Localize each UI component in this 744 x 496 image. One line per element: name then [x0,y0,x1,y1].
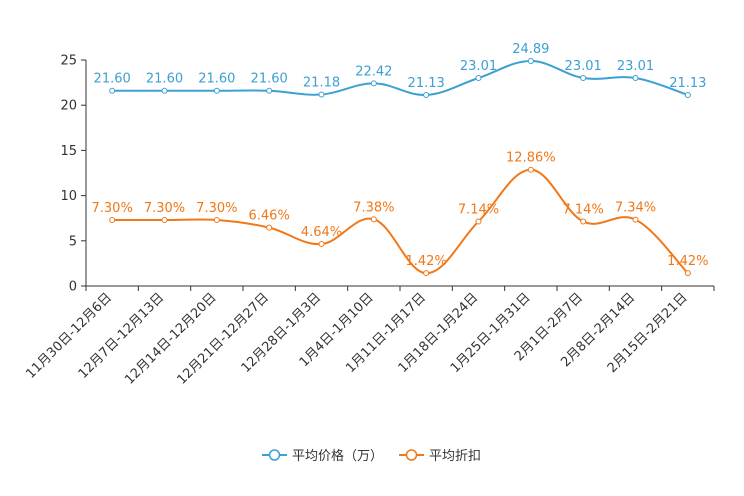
y-tick-label: 20 [60,99,77,114]
series-1-data-label: 21.60 [251,72,288,87]
series-2-data-label: 7.14% [563,202,604,217]
series-2-point[interactable] [527,166,534,173]
series-1-data-label: 23.01 [617,59,654,74]
x-tick-label: 12月14日-12月20日 [122,290,219,387]
series-layer [109,57,691,277]
series-2-point[interactable] [109,217,116,224]
series-1-data-label: 21.13 [408,76,445,91]
series-1-data-label: 22.42 [355,64,392,79]
legend: 平均价格（万） 平均折扣 [262,448,481,464]
series-1-point[interactable] [213,87,220,94]
series-1-point[interactable] [632,74,639,81]
series-1-point[interactable] [109,87,116,94]
series-1-data-label: 24.89 [512,42,549,57]
series-1-point[interactable] [370,80,377,87]
series-1-point[interactable] [475,74,482,81]
y-tick-label: 5 [69,234,77,249]
series-1-point[interactable] [423,91,430,98]
series-2-point[interactable] [684,270,691,277]
series-1-point[interactable] [318,91,325,98]
series-1-data-label: 21.18 [303,76,340,91]
series-1-data-label: 21.60 [198,72,235,87]
series-1-point[interactable] [161,87,168,94]
y-tick-label: 0 [69,280,77,295]
series-2-point[interactable] [580,218,587,225]
series-2-point[interactable] [213,217,220,224]
series-1-point[interactable] [580,74,587,81]
series-2-point[interactable] [370,216,377,223]
data-labels: 21.60 21.60 21.60 21.60 21.18 22.42 21.13 23.01… [92,42,709,269]
series-1-data-label: 23.01 [460,59,497,74]
series-line-2 [112,168,689,275]
series-2-data-label: 1.42% [406,254,447,269]
series-2-point[interactable] [475,218,482,225]
series-2-point[interactable] [266,224,273,231]
series-2-data-label: 1.42% [667,254,708,269]
series-2-data-label: 7.30% [144,201,185,216]
series-2-data-label: 7.30% [92,201,133,216]
legend-label: 平均折扣 [429,449,481,464]
legend-item-1[interactable]: 平均价格（万） [262,448,383,464]
series-1-point[interactable] [684,91,691,98]
series-line-1 [112,59,689,96]
series-2-data-label: 4.64% [301,225,342,240]
series-2-data-label: 7.38% [353,200,394,215]
series-1-data-label: 23.01 [565,59,602,74]
series-2-point[interactable] [423,270,430,277]
x-tick-label: 11月30日-12月6日 [23,290,115,382]
series-2-data-label: 7.34% [615,201,656,216]
series-2-data-label: 7.14% [458,202,499,217]
y-tick-label: 15 [60,144,77,159]
series-2-data-label: 12.86% [506,151,556,166]
series-1-data-label: 21.60 [94,72,131,87]
series-1-data-label: 21.60 [146,72,183,87]
legend-label: 平均价格（万） [292,448,383,464]
x-tick-label: 12月21日-12月27日 [175,290,272,387]
series-2-data-label: 7.30% [196,201,237,216]
series-1-point[interactable] [266,87,273,94]
series-1-data-label: 21.13 [669,76,706,91]
series-2-point[interactable] [318,241,325,248]
y-tick-label: 10 [60,189,77,204]
y-tick-label: 25 [60,54,77,69]
series-1-point[interactable] [527,57,534,64]
series-2-point[interactable] [632,216,639,223]
series-2-point[interactable] [161,217,168,224]
legend-marker-icon [405,449,418,461]
legend-marker-icon [268,449,281,461]
series-2-data-label: 6.46% [249,209,290,224]
legend-item-2[interactable]: 平均折扣 [399,449,481,464]
